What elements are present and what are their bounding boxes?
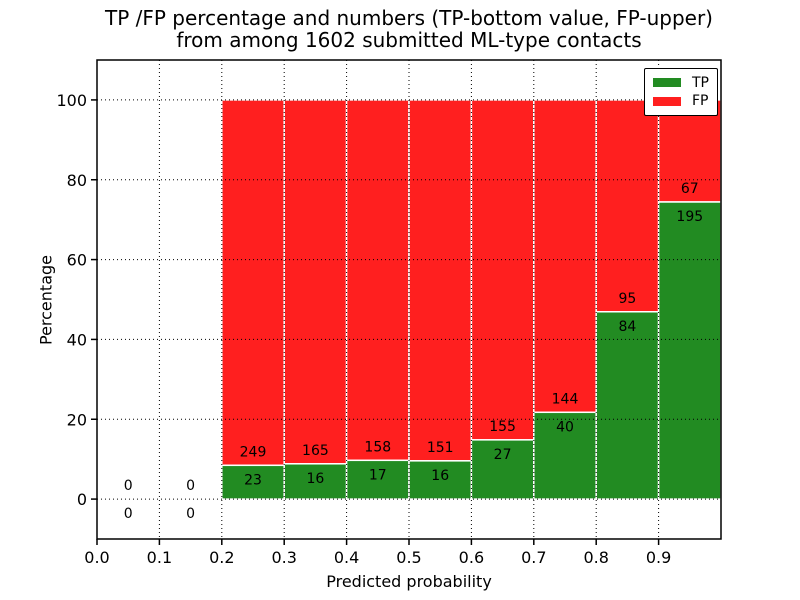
bar-fp-segment <box>408 99 473 462</box>
tp-count-label: 0 <box>186 506 195 522</box>
x-tick-label: 0.2 <box>209 548 234 567</box>
legend: TP FP <box>644 68 718 116</box>
legend-label-tp: TP <box>692 74 709 91</box>
x-tick-label: 0.8 <box>583 548 608 567</box>
y-tick-label: 60 <box>67 251 87 270</box>
bar-fp-segment <box>221 99 285 467</box>
fp-count-label: 249 <box>240 444 267 460</box>
x-tick-label: 0.0 <box>84 548 109 567</box>
tp-swatch-icon <box>653 78 681 88</box>
fp-count-label: 0 <box>186 478 195 494</box>
legend-row-tp: TP <box>653 76 709 90</box>
x-tick-label: 0.5 <box>396 548 421 567</box>
chart-title-line2: from among 1602 submitted ML-type contac… <box>176 28 642 52</box>
x-tick-label: 0.4 <box>334 548 359 567</box>
fp-count-label: 95 <box>618 291 636 307</box>
bar-fp-segment <box>595 99 660 313</box>
tp-count-label: 17 <box>369 467 387 483</box>
fp-count-label: 158 <box>364 439 391 455</box>
fp-count-label: 144 <box>552 391 579 407</box>
x-tick-label: 0.9 <box>646 548 671 567</box>
bar-tp-segment <box>283 463 348 500</box>
tp-count-label: 16 <box>431 468 449 484</box>
chart-title-line1: TP /FP percentage and numbers (TP-bottom… <box>105 6 713 30</box>
bar-tp-segment <box>408 460 473 500</box>
bar-fp-segment <box>345 99 410 462</box>
x-axis-label: Predicted probability <box>326 572 492 591</box>
chart-title: TP /FP percentage and numbers (TP-bottom… <box>97 7 721 51</box>
tp-count-label: 16 <box>306 471 324 487</box>
bar-tp-segment <box>345 459 410 500</box>
fp-count-label: 67 <box>681 181 699 197</box>
bar-tp-segment <box>657 201 722 500</box>
tp-count-label: 23 <box>244 472 262 488</box>
bar-tp-segment <box>533 411 597 500</box>
tp-count-label: 27 <box>494 447 512 463</box>
bar-fp-segment <box>533 99 597 414</box>
x-tick-label: 0.6 <box>459 548 484 567</box>
y-tick-label: 100 <box>56 91 87 110</box>
y-tick-label: 0 <box>77 490 87 509</box>
fp-count-label: 151 <box>427 440 454 456</box>
x-tick-label: 0.1 <box>147 548 172 567</box>
y-axis-label: Percentage <box>36 254 56 346</box>
tp-count-label: 40 <box>556 419 574 435</box>
tp-count-label: 0 <box>124 506 133 522</box>
bar-fp-segment <box>470 99 535 441</box>
tp-count-label: 84 <box>618 319 636 335</box>
x-tick-label: 0.7 <box>521 548 546 567</box>
y-tick-label: 80 <box>67 171 87 190</box>
bar-tp-segment <box>595 311 660 500</box>
legend-row-fp: FP <box>653 94 709 108</box>
y-tick-label: 40 <box>67 330 87 349</box>
fp-swatch-icon <box>653 96 681 106</box>
fp-count-label: 165 <box>302 443 329 459</box>
fp-count-label: 155 <box>489 419 516 435</box>
fp-count-label: 0 <box>124 478 133 494</box>
legend-label-fp: FP <box>692 93 709 110</box>
tp-count-label: 195 <box>676 209 703 225</box>
x-tick-label: 0.3 <box>271 548 296 567</box>
bar-fp-segment <box>283 99 348 465</box>
y-tick-label: 20 <box>67 410 87 429</box>
